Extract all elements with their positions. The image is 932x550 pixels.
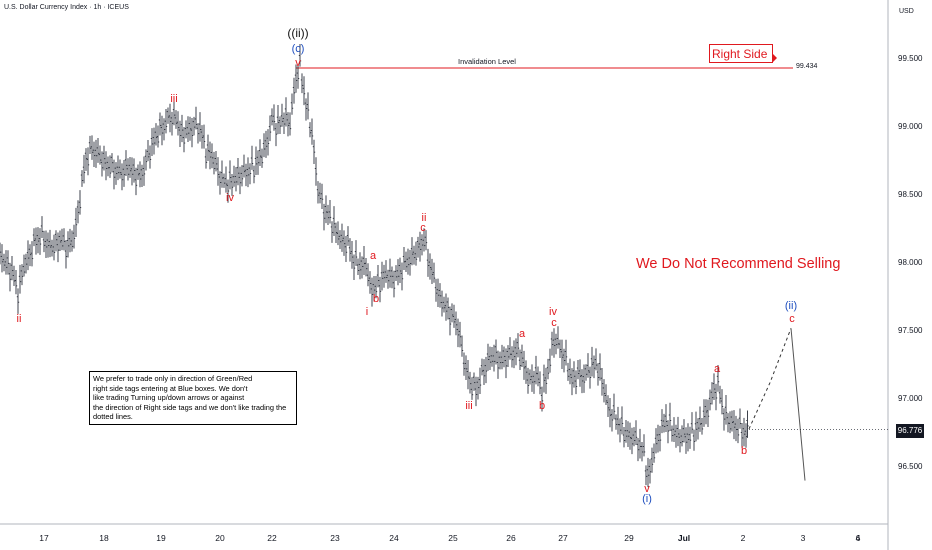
note-line: the direction of Right side tags and we …: [93, 402, 287, 412]
warning-text: We Do Not Recommend Selling: [636, 256, 841, 272]
wave-label: (i): [642, 493, 652, 505]
y-tick-label: 99.000: [898, 122, 923, 131]
x-tick-label: 25: [448, 533, 458, 543]
wave-label: ii: [421, 212, 427, 224]
x-tick-label: 27: [558, 533, 568, 543]
note-line: dotted lines.: [93, 412, 133, 422]
chart-title: U.S. Dollar Currency Index · 1h · ICEUS: [4, 4, 129, 11]
invalidation-value: 99.434: [796, 63, 818, 70]
wave-label: a: [369, 250, 377, 262]
x-tick-label: 2: [740, 533, 746, 543]
invalidation-label: Invalidation Level: [458, 57, 516, 66]
wave-label: a: [713, 363, 721, 375]
x-tick-label: 19: [156, 533, 166, 543]
x-tick-label: 24: [389, 533, 399, 543]
wave-label: a: [518, 328, 526, 340]
currency-label: USD: [899, 8, 914, 15]
x-tick-label: 18: [99, 533, 109, 543]
y-tick-label: 98.000: [898, 258, 923, 267]
wave-label: iii: [465, 400, 473, 412]
x-tick-label: 20: [215, 533, 225, 543]
disclaimer-note: We prefer to trade only in direction of …: [89, 371, 297, 425]
y-tick-label: 97.500: [898, 326, 923, 335]
wave-label: b: [538, 400, 546, 412]
x-tick-label: 4: [855, 533, 861, 543]
wave-label: iv: [549, 306, 557, 318]
wave-label: iii: [170, 93, 178, 105]
projection-dotted: [748, 328, 792, 430]
right-side-tag: Right Side: [709, 44, 773, 63]
wave-label: (c): [291, 43, 305, 55]
projection-line: [790, 328, 806, 481]
x-tick-label: 26: [506, 533, 516, 543]
note-line: right side tags entering at Blue boxes. …: [93, 383, 248, 393]
wave-label: c: [551, 317, 557, 329]
wave-label: b: [372, 293, 380, 305]
x-tick-label: 17: [39, 533, 49, 543]
y-tick-label: 99.500: [898, 54, 923, 63]
x-tick-label: 23: [330, 533, 340, 543]
x-tick-label: Jul: [677, 533, 691, 543]
y-tick-label: 96.500: [898, 462, 923, 471]
note-line: We prefer to trade only in direction of …: [93, 374, 253, 383]
wave-label: ((ii)): [287, 26, 309, 40]
right-side-arrow: [773, 54, 777, 62]
wave-label: c: [789, 313, 795, 325]
wave-label: (ii): [784, 300, 798, 312]
wave-label: iv: [226, 192, 234, 204]
wave-label: v: [295, 57, 301, 69]
y-tick-label: 97.000: [898, 394, 923, 403]
wave-label: i: [365, 306, 369, 318]
x-tick-label: 6: [855, 533, 861, 543]
note-line: like trading Turning up/down arrows or a…: [93, 393, 245, 403]
current-price-badge: 96.776: [896, 424, 924, 438]
x-tick-label: 29: [624, 533, 634, 543]
x-tick-label: 22: [267, 533, 277, 543]
y-tick-label: 98.500: [898, 190, 923, 199]
x-tick-label: 3: [800, 533, 806, 543]
wave-label: c: [420, 222, 426, 234]
wave-label: v: [644, 483, 650, 495]
wave-label: ii: [16, 313, 22, 325]
wave-label: b: [740, 445, 748, 457]
